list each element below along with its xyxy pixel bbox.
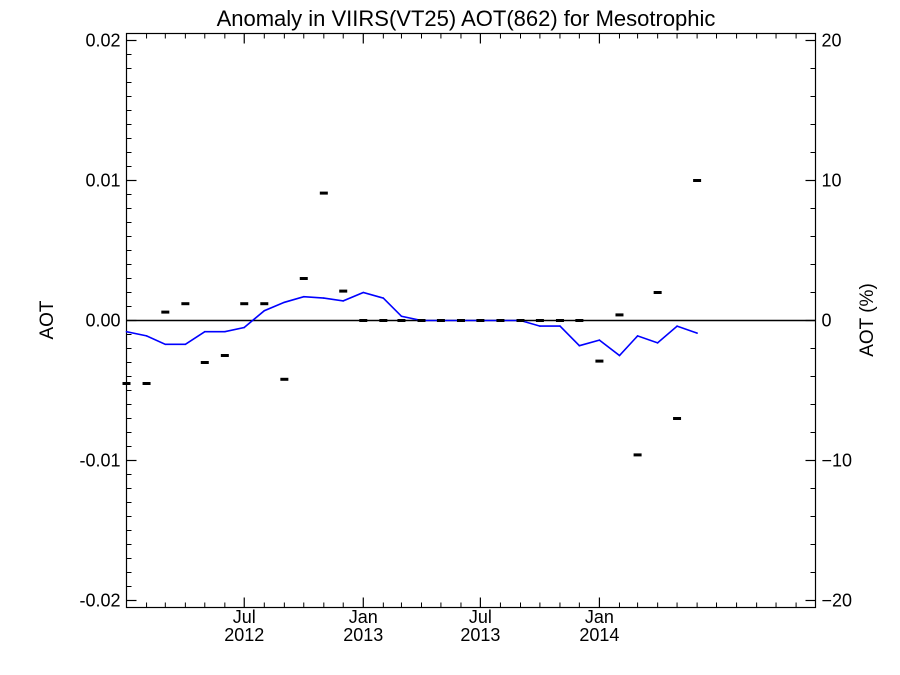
series-point	[263, 309, 266, 312]
y-axis-label-left: AOT	[37, 300, 58, 339]
series-point	[636, 335, 639, 337]
series-point	[302, 295, 305, 298]
y-tick-label-right: −20	[822, 591, 853, 611]
series-point	[676, 325, 678, 327]
series-point	[184, 343, 187, 346]
series-point	[539, 325, 541, 327]
y-tick-label-right: 0	[822, 311, 832, 331]
series-point	[283, 301, 286, 304]
x-tick-month: Jul	[469, 607, 492, 627]
y-tick-label-left: 0.02	[85, 31, 120, 51]
series-point	[342, 300, 345, 302]
series-layer	[122, 179, 702, 457]
series-point	[400, 315, 403, 318]
series-point	[618, 354, 621, 357]
series-point	[125, 330, 128, 333]
y-tick-label-right: −10	[822, 451, 853, 471]
series-point	[224, 330, 226, 333]
series-point	[656, 342, 659, 344]
x-tick-month: Jan	[349, 607, 378, 627]
series-point	[382, 297, 385, 299]
series-line-0	[126, 291, 698, 357]
x-tick-year: 2012	[224, 625, 264, 645]
x-tick-year: 2013	[343, 625, 383, 645]
y-tick-label-right: 10	[822, 171, 842, 191]
left-axis: 0.02 0.01 0.00 -0.01 -0.02	[79, 31, 137, 611]
x-tick-year: 2013	[460, 625, 500, 645]
series-point	[145, 335, 148, 337]
series-point	[598, 339, 601, 341]
series-point	[203, 330, 206, 333]
series-point	[164, 343, 167, 346]
y-tick-label-left: -0.01	[79, 451, 120, 471]
y-axis-label-right: AOT (%)	[857, 283, 878, 357]
series-point	[696, 332, 698, 334]
series-point	[578, 344, 581, 347]
y-tick-label-left: -0.02	[79, 591, 120, 611]
x-tick-month: Jul	[233, 607, 256, 627]
y-tick-label-left: 0.01	[85, 171, 120, 191]
chart-title: Anomaly in VIIRS(VT25) AOT(862) for Meso…	[217, 6, 716, 31]
right-axis: 20 10 0 −10 −20	[805, 31, 853, 611]
x-tick-year: 2014	[579, 625, 619, 645]
series-point	[559, 325, 561, 327]
series-point	[362, 291, 365, 294]
x-tick-month: Jan	[585, 607, 614, 627]
series-point	[323, 297, 325, 299]
y-tick-label-left: 0.00	[85, 311, 120, 331]
y-tick-label-right: 20	[822, 31, 842, 51]
series-point	[243, 326, 246, 329]
